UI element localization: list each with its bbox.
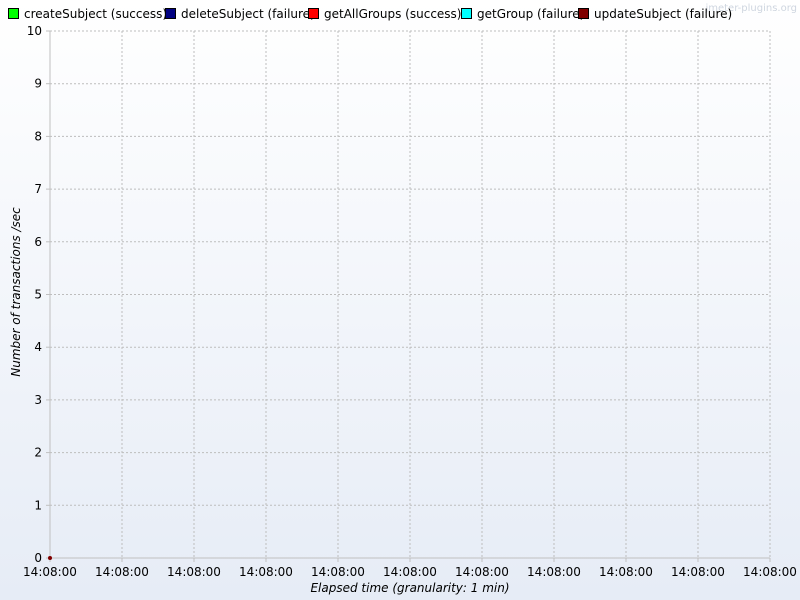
legend: createSubject (success) deleteSubject (fa… (8, 7, 732, 21)
x-tick-label: 14:08:00 (743, 565, 797, 579)
data-point (48, 556, 52, 560)
x-axis-title: Elapsed time (granularity: 1 min) (310, 581, 509, 595)
y-tick-label: 5 (34, 288, 42, 302)
legend-item: getGroup (failure) (461, 7, 584, 21)
x-tick-label: 14:08:00 (95, 565, 149, 579)
legend-label: createSubject (success) (24, 7, 167, 21)
legend-swatch (8, 8, 19, 19)
y-tick-label: 4 (34, 340, 42, 354)
legend-swatch (578, 8, 589, 19)
grid (50, 30, 771, 558)
x-tick-label: 14:08:00 (527, 565, 581, 579)
legend-item: createSubject (success) (8, 7, 167, 21)
y-tick-labels: 0 1 2 3 4 5 6 7 8 9 10 (27, 24, 42, 565)
y-tick-label: 7 (34, 182, 42, 196)
legend-label: updateSubject (failure) (594, 7, 732, 21)
legend-swatch (165, 8, 176, 19)
x-tick-labels: 14:08:00 14:08:00 14:08:00 14:08:00 14:08:00… (23, 565, 797, 579)
legend-label: getAllGroups (success) (324, 7, 461, 21)
x-tick-label: 14:08:00 (23, 565, 77, 579)
legend-swatch (308, 8, 319, 19)
legend-swatch (461, 8, 472, 19)
legend-item: getAllGroups (success) (308, 7, 461, 21)
y-tick-label: 9 (34, 77, 42, 91)
legend-item: deleteSubject (failure) (165, 7, 315, 21)
legend-label: getGroup (failure) (477, 7, 584, 21)
x-tick-label: 14:08:00 (599, 565, 653, 579)
y-tick-label: 3 (34, 393, 42, 407)
y-tick-label: 1 (34, 498, 42, 512)
y-tick-label: 2 (34, 446, 42, 460)
y-tick-label: 0 (34, 551, 42, 565)
y-tick-label: 8 (34, 129, 42, 143)
x-tick-label: 14:08:00 (455, 565, 509, 579)
y-tick-label: 6 (34, 235, 42, 249)
x-tick-label: 14:08:00 (383, 565, 437, 579)
data-points (48, 556, 52, 560)
legend-item: updateSubject (failure) (578, 7, 732, 21)
x-tick-label: 14:08:00 (239, 565, 293, 579)
y-tick-label: 10 (27, 24, 42, 38)
watermark: jmeter-plugins.org (704, 3, 797, 14)
x-tick-label: 14:08:00 (167, 565, 221, 579)
x-tick-label: 14:08:00 (671, 565, 725, 579)
y-axis-title: Number of transactions /sec (9, 207, 23, 377)
legend-label: deleteSubject (failure) (181, 7, 315, 21)
axes (46, 30, 771, 562)
x-tick-label: 14:08:00 (311, 565, 365, 579)
